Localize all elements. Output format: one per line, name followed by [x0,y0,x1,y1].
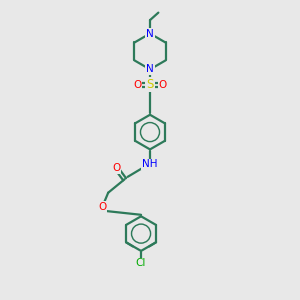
Text: O: O [98,202,106,212]
Text: O: O [112,163,120,173]
Text: O: O [158,80,167,90]
Text: O: O [133,80,142,90]
Text: Cl: Cl [136,259,146,269]
Text: N: N [146,28,154,38]
Text: N: N [146,64,154,74]
Text: S: S [146,78,154,92]
Text: NH: NH [142,159,158,169]
